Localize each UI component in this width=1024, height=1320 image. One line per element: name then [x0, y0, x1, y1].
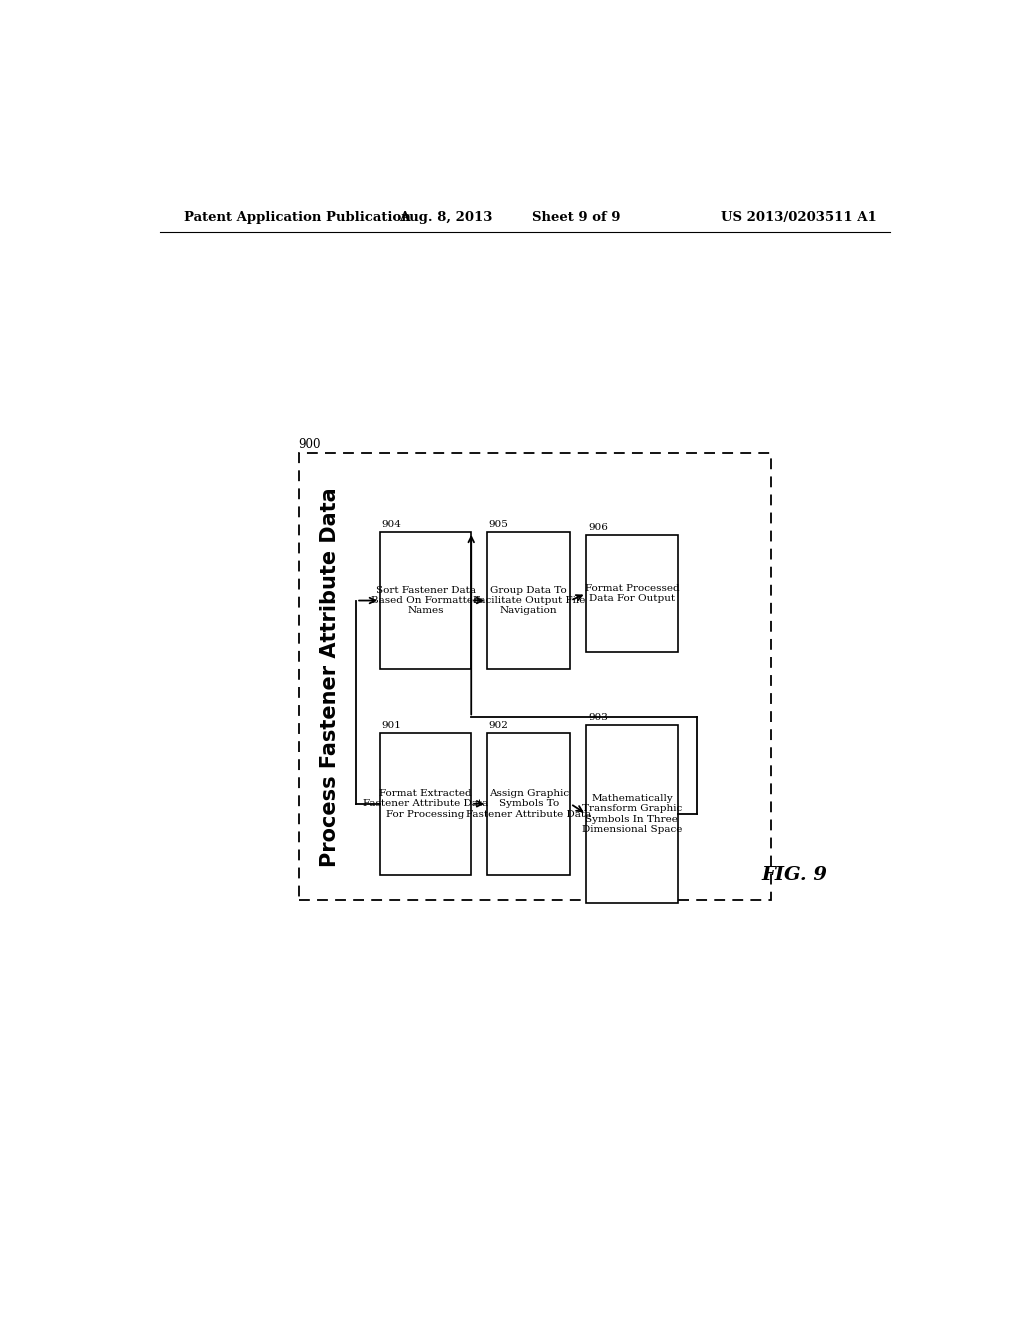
Bar: [587, 725, 678, 903]
Text: Aug. 8, 2013: Aug. 8, 2013: [398, 211, 493, 224]
Text: Assign Graphic
Symbols To
Fastener Attribute Data: Assign Graphic Symbols To Fastener Attri…: [466, 789, 592, 818]
Text: 904: 904: [382, 520, 401, 529]
Text: Format Processed
Data For Output: Format Processed Data For Output: [585, 583, 679, 603]
Text: 903: 903: [588, 713, 608, 722]
Text: Process Fastener Attribute Data: Process Fastener Attribute Data: [321, 487, 340, 866]
Text: Format Extracted
Fastener Attribute Data
For Processing: Format Extracted Fastener Attribute Data…: [362, 789, 488, 818]
Bar: [299, 453, 771, 900]
Text: 906: 906: [588, 523, 608, 532]
Text: 902: 902: [488, 721, 509, 730]
Bar: [487, 733, 570, 875]
Text: FIG. 9: FIG. 9: [762, 866, 827, 884]
Text: Sort Fastener Data
Based On Formatted
Names: Sort Fastener Data Based On Formatted Na…: [372, 586, 480, 615]
Bar: [380, 532, 471, 669]
Text: US 2013/0203511 A1: US 2013/0203511 A1: [721, 211, 877, 224]
Bar: [487, 532, 570, 669]
Bar: [587, 535, 678, 652]
Bar: [380, 733, 471, 875]
Text: Patent Application Publication: Patent Application Publication: [183, 211, 411, 224]
Text: 905: 905: [488, 520, 509, 529]
Text: Group Data To
Facilitate Output File
Navigation: Group Data To Facilitate Output File Nav…: [473, 586, 585, 615]
Text: Sheet 9 of 9: Sheet 9 of 9: [532, 211, 621, 224]
Text: 901: 901: [382, 721, 401, 730]
Text: 900: 900: [299, 438, 322, 451]
Text: Mathematically
Transform Graphic
Symbols In Three
Dimensional Space: Mathematically Transform Graphic Symbols…: [582, 793, 682, 834]
